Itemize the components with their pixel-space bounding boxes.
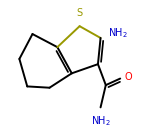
Text: O: O — [124, 72, 132, 82]
Text: NH$_2$: NH$_2$ — [91, 114, 111, 127]
Text: NH$_2$: NH$_2$ — [108, 26, 128, 40]
Text: S: S — [77, 8, 83, 18]
